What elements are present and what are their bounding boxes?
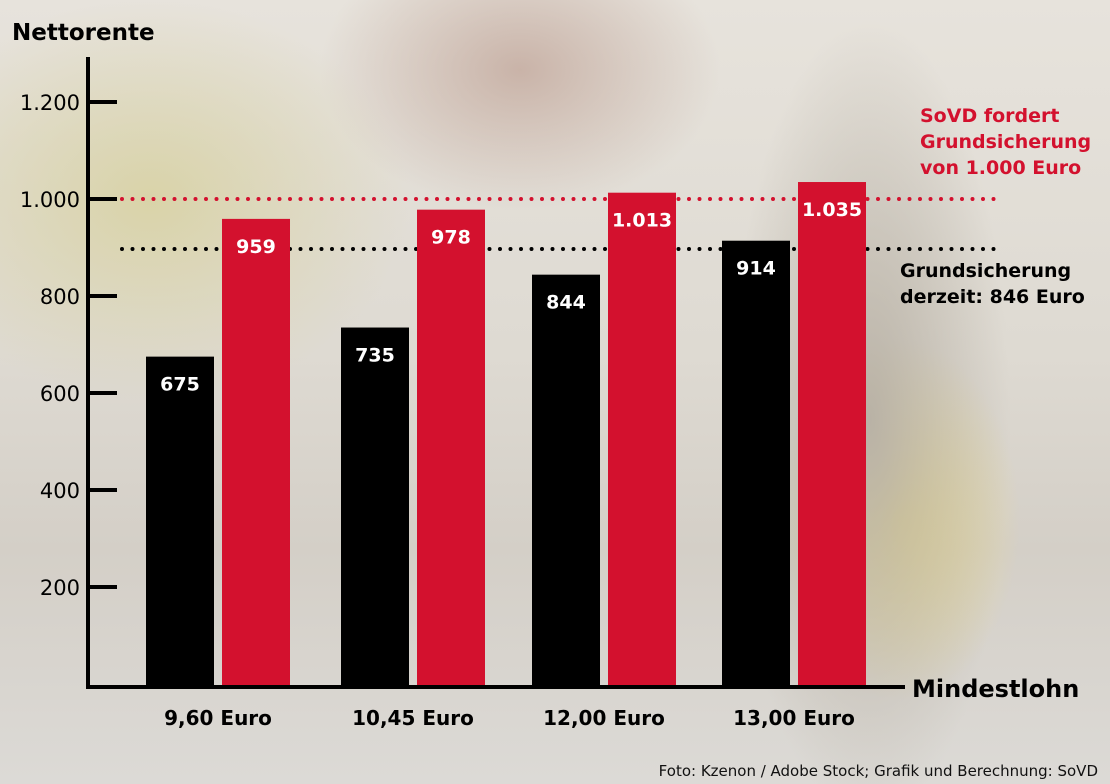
bar [532, 274, 600, 687]
reference-label-line: derzeit: 846 Euro [900, 286, 1085, 308]
reference-label-line: Grundsicherung [920, 131, 1092, 153]
y-tick-label: 1.200 [20, 91, 80, 115]
bar [341, 327, 409, 687]
bar-value-label: 844 [546, 292, 586, 314]
reference-label-red: SoVD fordert Grundsicherung von 1.000 Eu… [920, 103, 1091, 181]
reference-label-black: Grundsicherung derzeit: 846 Euro [900, 258, 1085, 310]
y-tick-label: 400 [40, 479, 80, 503]
bar [608, 192, 676, 687]
bar-value-label: 914 [736, 258, 776, 280]
bar [146, 356, 214, 687]
bar [222, 218, 290, 687]
y-tick-label: 1.000 [20, 188, 80, 212]
bar-value-label: 978 [431, 227, 471, 249]
y-axis-title: Nettorente [12, 20, 155, 46]
bar-value-label: 675 [160, 374, 200, 396]
y-tick-label: 800 [40, 285, 80, 309]
bar [798, 182, 866, 687]
bar-value-label: 1.013 [612, 210, 672, 232]
bar-value-label: 959 [236, 236, 276, 258]
bar [417, 209, 485, 688]
x-tick-label: 12,00 Euro [543, 706, 665, 730]
bar [722, 240, 790, 687]
reference-label-line: SoVD fordert [920, 105, 1060, 127]
bar-value-label: 735 [355, 345, 395, 367]
bar-value-label: 1.035 [802, 199, 862, 221]
reference-label-line: Grundsicherung [900, 260, 1072, 282]
y-tick-label: 200 [40, 576, 80, 600]
x-tick-label: 13,00 Euro [733, 706, 855, 730]
x-axis-title: Mindestlohn [912, 675, 1079, 703]
x-tick-label: 10,45 Euro [352, 706, 474, 730]
photo-credit: Foto: Kzenon / Adobe Stock; Grafik und B… [658, 762, 1098, 780]
y-tick-label: 600 [40, 382, 80, 406]
x-tick-label: 9,60 Euro [164, 706, 272, 730]
reference-label-line: von 1.000 Euro [920, 157, 1082, 179]
